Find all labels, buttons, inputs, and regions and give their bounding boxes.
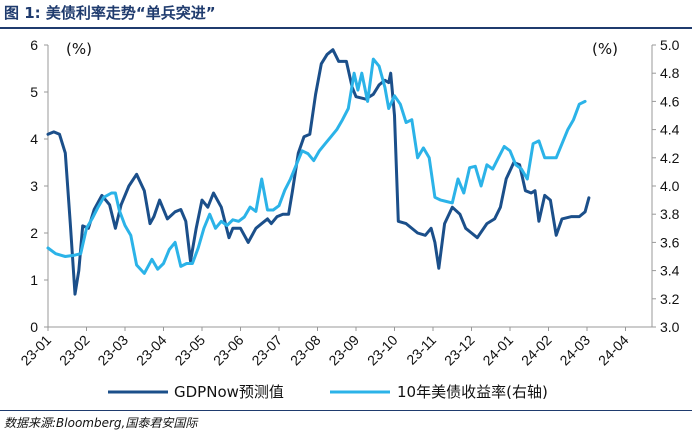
x-tick-label: 23-07 <box>248 332 285 369</box>
x-tick-label: 23-11 <box>403 332 439 368</box>
x-tick-label: 23-04 <box>133 332 170 369</box>
right-tick-label: 3.6 <box>660 234 680 250</box>
left-tick-label: 5 <box>30 84 38 100</box>
legend-label: 10年美债收益率(右轴) <box>397 383 548 401</box>
line-chart: 0 1 2 3 4 5 6 3.0 3.2 3.4 3.6 3.8 4.0 4.2 4.4 4.6 4.8 5.0… <box>17 37 680 401</box>
x-tick-label: 23-01 <box>17 332 54 369</box>
right-tick-label: 3.0 <box>660 319 680 335</box>
right-tick-label: 3.8 <box>660 206 680 222</box>
left-tick-label: 1 <box>30 272 38 288</box>
right-tick-label: 4.4 <box>660 122 680 138</box>
x-tick-label: 24-04 <box>595 332 632 369</box>
gdpnow-series-line <box>46 48 591 296</box>
left-tick-label: 2 <box>30 225 38 241</box>
x-tick-label: 24-02 <box>518 332 555 369</box>
legend-label: GDPNow预测值 <box>174 383 284 401</box>
right-tick-label: 4.8 <box>660 65 680 81</box>
source-divider <box>0 410 692 411</box>
right-axis-unit: (%) <box>592 40 618 58</box>
left-axis-unit: (%) <box>66 40 92 58</box>
right-tick-label: 4.6 <box>660 93 680 109</box>
data-source-note: 数据来源:Bloomberg,国泰君安国际 <box>4 416 198 430</box>
left-tick-label: 4 <box>30 131 38 147</box>
x-tick-label: 23-02 <box>56 332 93 369</box>
chart-title: 图 1: 美债利率走势“单兵突进” <box>4 4 216 22</box>
x-tick-label: 23-03 <box>94 332 131 369</box>
title-underline <box>0 27 692 29</box>
treasury-10y-series-line <box>46 57 587 275</box>
x-tick-label: 24-03 <box>556 332 593 369</box>
right-tick-label: 4.2 <box>660 150 680 166</box>
x-tick-label: 23-08 <box>287 332 324 369</box>
x-tick-label: 23-06 <box>210 332 247 369</box>
x-tick-label: 24-01 <box>479 332 516 369</box>
left-tick-label: 6 <box>30 37 38 53</box>
right-tick-label: 3.4 <box>660 263 680 279</box>
x-tick-label: 23-05 <box>171 332 208 369</box>
x-tick-label: 23-10 <box>364 332 401 369</box>
left-tick-label: 3 <box>30 178 38 194</box>
left-tick-label: 0 <box>30 319 38 335</box>
right-tick-label: 4.0 <box>660 178 680 194</box>
right-tick-label: 5.0 <box>660 37 680 53</box>
x-tick-label: 23-12 <box>441 332 478 369</box>
right-tick-label: 3.2 <box>660 291 680 307</box>
x-tick-label: 23-09 <box>325 332 362 369</box>
